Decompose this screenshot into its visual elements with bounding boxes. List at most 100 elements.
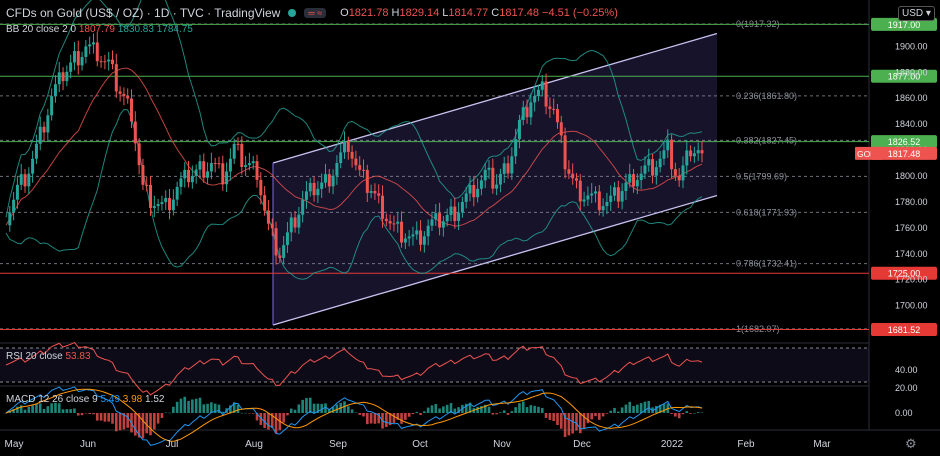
macd-histogram-bar	[632, 406, 635, 413]
macd-histogram-bar	[236, 404, 240, 413]
macd-histogram-bar	[590, 413, 594, 420]
macd-legend[interactable]: MACD 12 26 close 9 5.49 3.98 1.52	[6, 394, 165, 405]
macd-histogram-bar	[605, 413, 609, 414]
candle-body	[396, 221, 400, 224]
candle-body	[110, 59, 114, 65]
candle-body	[278, 255, 282, 258]
candle-body	[628, 174, 632, 183]
candle-body	[27, 173, 31, 187]
candle-body	[567, 169, 571, 174]
macd-histogram-bar	[521, 401, 525, 413]
candle-body	[251, 161, 255, 164]
candle-body	[635, 180, 639, 187]
settings-gear-icon[interactable]: ⚙	[905, 436, 917, 451]
level-price-tag-label: 1917.00	[888, 20, 921, 30]
macd-histogram-bar	[69, 409, 72, 413]
channel-lower-line	[272, 194, 718, 326]
candle-body	[285, 232, 289, 246]
macd-histogram-bar	[480, 406, 483, 413]
candle-body	[179, 178, 183, 187]
candle-body	[202, 161, 206, 178]
price-axis-tick: 1880.00	[895, 67, 928, 77]
macd-histogram-bar	[487, 406, 491, 413]
macd-histogram-bar	[442, 406, 445, 413]
macd-histogram-bar	[651, 407, 654, 413]
rsi-line	[5, 341, 703, 396]
candle-body	[301, 199, 305, 215]
candle-body	[670, 139, 674, 170]
candle-body	[335, 163, 339, 176]
macd-histogram-bar	[335, 404, 339, 413]
candle-body	[457, 212, 461, 221]
candle-body	[651, 159, 655, 176]
macd-histogram-bar	[88, 413, 91, 414]
macd-histogram-bar	[601, 413, 605, 417]
candle-body	[464, 193, 468, 202]
fib-level-label: 0.5(1799.69)	[736, 171, 787, 181]
candle-body	[525, 107, 529, 118]
macd-histogram-bar	[23, 409, 27, 413]
candle-body	[689, 150, 693, 157]
candle-body	[510, 156, 514, 174]
macd-histogram-bar	[457, 407, 460, 413]
macd-histogram-bar	[57, 403, 61, 413]
macd-histogram-bar	[423, 411, 426, 413]
candle-body	[50, 96, 54, 116]
macd-histogram-bar	[187, 400, 190, 413]
macd-histogram-bar	[510, 411, 514, 413]
candle-body	[259, 179, 263, 196]
macd-histogram-bar	[407, 413, 411, 417]
candle-body	[34, 143, 38, 159]
candle-body	[472, 184, 476, 198]
macd-histogram-bar	[396, 413, 400, 420]
candle-body	[373, 191, 377, 194]
macd-histogram-bar	[50, 403, 53, 413]
candle-body	[411, 234, 415, 237]
candle-body	[190, 175, 194, 183]
candle-body	[441, 221, 445, 228]
symbol-title[interactable]: CFDs on Gold (US$ / OZ) · 1D · TVC · Tra…	[6, 6, 281, 20]
macd-histogram-bar	[620, 407, 624, 413]
candle-body	[552, 108, 556, 110]
candle-body	[228, 158, 232, 172]
time-axis-label: Mar	[813, 439, 831, 450]
candle-body	[559, 122, 563, 136]
compare-toggle-icon[interactable]: ═ ≈	[304, 8, 327, 18]
macd-histogram-bar	[411, 413, 415, 415]
candle-body	[487, 167, 491, 170]
macd-histogram-bar	[126, 413, 130, 428]
macd-histogram-bar	[617, 411, 620, 413]
level-price-tag	[871, 69, 937, 83]
candle-body	[605, 201, 609, 207]
macd-histogram-bar	[84, 413, 88, 414]
candle-body	[61, 72, 65, 82]
candle-body	[673, 169, 677, 176]
macd-histogram-bar	[556, 413, 559, 426]
bb-legend[interactable]: BB 20 close 2 0 1807.79 1830.83 1784.75	[6, 24, 193, 35]
macd-histogram-bar	[316, 403, 320, 413]
currency-selector[interactable]: USD ▾	[898, 6, 935, 21]
candle-body	[240, 144, 244, 168]
chart-header: CFDs on Gold (US$ / OZ) · 1D · TVC · Tra…	[6, 6, 618, 20]
time-axis-label: Jun	[80, 439, 96, 450]
rsi-legend[interactable]: RSI 20 close 53.83	[6, 351, 91, 362]
candle-body	[685, 150, 689, 166]
candle-body	[529, 102, 533, 118]
candle-body	[133, 121, 137, 144]
candle-body	[620, 191, 624, 202]
macd-histogram-bar	[670, 413, 673, 414]
macd-histogram-bar	[677, 413, 681, 419]
macd-histogram-bar	[464, 403, 468, 413]
candle-body	[38, 126, 42, 144]
macd-histogram-bar	[240, 412, 244, 414]
price-axis-tick: 1760.00	[895, 223, 928, 233]
candle-body	[381, 195, 385, 219]
macd-histogram-bar	[27, 406, 31, 413]
time-axis-label: May	[5, 439, 24, 450]
macd-histogram-bar	[92, 413, 95, 415]
macd-histogram-bar	[4, 413, 8, 414]
macd-histogram-bar	[118, 413, 122, 431]
candle-body	[255, 161, 259, 180]
candle-body	[609, 195, 613, 202]
